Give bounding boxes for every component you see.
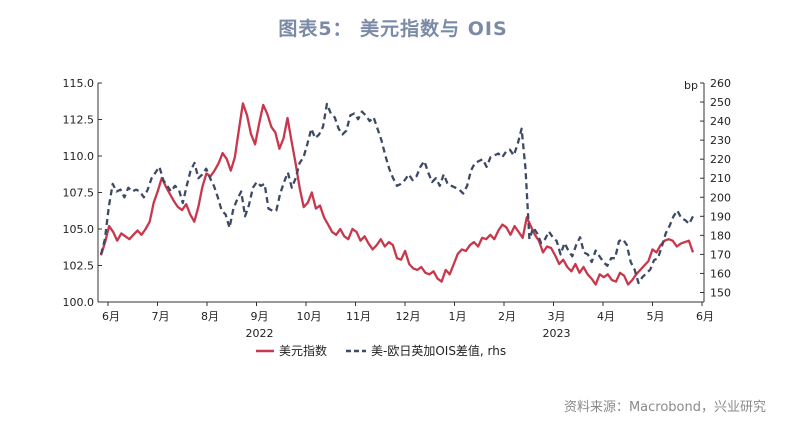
right-tick-label: 250 (710, 96, 731, 109)
right-tick-label: 230 (710, 134, 731, 147)
source-note: 资料来源：Macrobond，兴业研究 (563, 400, 766, 415)
x-year-label: 2023 (543, 327, 571, 340)
right-tick-label: 200 (710, 191, 731, 204)
right-tick-label: 240 (710, 115, 731, 128)
right-tick-label: 210 (710, 172, 731, 185)
x-tick-label: 6月 (102, 310, 120, 323)
x-tick-label: 5月 (647, 310, 665, 323)
x-tick-label: 6月 (696, 310, 714, 323)
left-tick-label: 115.0 (63, 77, 95, 90)
right-tick-label: 260 (710, 77, 731, 90)
series-line-dxy (99, 102, 695, 286)
left-tick-label: 110.0 (63, 150, 95, 163)
chart-legend: 美元指数 美-欧日英加OIS差值, rhs (256, 343, 506, 358)
x-tick-label: 9月 (251, 310, 269, 323)
x-year-label: 2022 (246, 327, 274, 340)
left-tick-label: 100.0 (63, 296, 95, 309)
x-tick-label: 1月 (449, 310, 467, 323)
right-tick-label: 150 (710, 286, 731, 299)
x-tick-label: 3月 (548, 310, 566, 323)
x-tick-label: 12月 (396, 310, 421, 323)
x-tick-label: 8月 (201, 310, 219, 323)
left-tick-label: 112.5 (63, 114, 95, 127)
left-tick-label: 102.5 (63, 260, 95, 273)
left-tick-label: 107.5 (63, 187, 95, 200)
right-axis-unit: bp (684, 79, 698, 92)
left-tick-label: 105.0 (63, 223, 95, 236)
legend-label-dxy: 美元指数 (279, 343, 327, 358)
x-tick-label: 11月 (346, 310, 371, 323)
right-tick-label: 180 (710, 229, 731, 242)
x-tick-label: 2月 (498, 310, 516, 323)
right-tick-label: 170 (710, 248, 731, 261)
chart-series (99, 102, 695, 286)
x-tick-label: 7月 (152, 310, 170, 323)
x-tick-label: 10月 (297, 310, 322, 323)
series-line-ois (99, 102, 695, 285)
chart-axes: 100.0 102.5 105.0 107.5 110.0 112.5 115.0 150 16… (63, 77, 732, 340)
right-tick-label: 160 (710, 267, 731, 280)
legend-label-ois: 美-欧日英加OIS差值, rhs (371, 343, 506, 358)
right-tick-label: 220 (710, 153, 731, 166)
right-tick-label: 190 (710, 210, 731, 223)
chart-title: 图表5： 美元指数与 OIS (278, 18, 508, 40)
x-tick-label: 4月 (597, 310, 615, 323)
